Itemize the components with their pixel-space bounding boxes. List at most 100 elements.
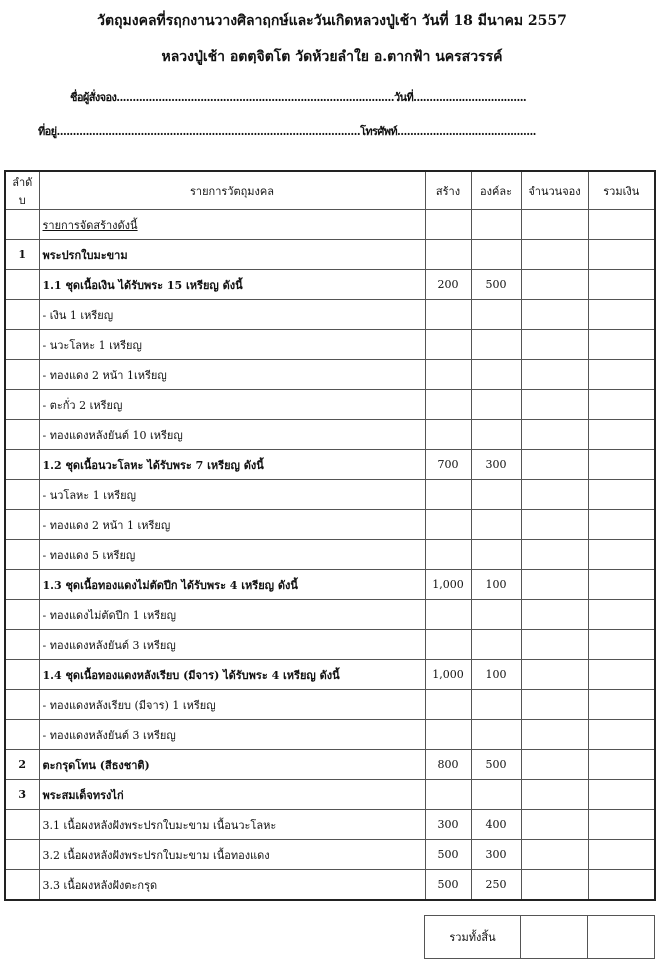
- order-table: ลำดับ รายการวัตถุมงคล สร้าง องค์ละ จำนวน…: [4, 170, 656, 901]
- row-quantity-cell[interactable]: [520, 659, 589, 690]
- row-quantity-cell[interactable]: [520, 329, 589, 360]
- row-quantity-cell[interactable]: [520, 749, 589, 780]
- row-item: - ทองแดง 5 เหรียญ: [38, 539, 426, 570]
- row-item: - ตะกั่ว 2 เหรียญ: [38, 389, 426, 420]
- row-amount-cell[interactable]: [587, 209, 656, 240]
- row-amount-cell[interactable]: [587, 329, 656, 360]
- table-row: รายการจัดสร้างดังนี้: [4, 209, 656, 240]
- row-quantity-cell[interactable]: [520, 269, 589, 300]
- row-quantity-cell[interactable]: [520, 839, 589, 870]
- row-number: [4, 359, 40, 390]
- row-number: [4, 719, 40, 750]
- row-quantity-cell[interactable]: [520, 419, 589, 450]
- row-amount-cell[interactable]: [587, 509, 656, 540]
- row-amount-cell[interactable]: [587, 239, 656, 270]
- row-quantity-cell[interactable]: [520, 719, 589, 750]
- row-quantity-cell[interactable]: [520, 479, 589, 510]
- row-amount-cell[interactable]: [587, 569, 656, 600]
- row-amount-cell[interactable]: [587, 389, 656, 420]
- col-header-no: ลำดับ: [4, 170, 40, 210]
- row-quantity-cell[interactable]: [520, 359, 589, 390]
- table-row: 1 พระปรกใบมะขาม: [4, 239, 656, 270]
- orderer-name-field[interactable]: ชื่อผู้สั่งจอง..........................…: [70, 91, 527, 104]
- row-amount-cell[interactable]: [587, 449, 656, 480]
- row-amount-cell[interactable]: [587, 629, 656, 660]
- row-number: [4, 659, 40, 690]
- row-quantity-cell[interactable]: [520, 599, 589, 630]
- row-amount-cell[interactable]: [587, 659, 656, 690]
- row-made: [424, 389, 472, 420]
- grand-total-amount-cell[interactable]: [587, 915, 655, 959]
- row-number: [4, 389, 40, 420]
- row-quantity-cell[interactable]: [520, 539, 589, 570]
- table-row: 3.2 เนื้อผงหลังฝังพระปรกใบมะขาม เนื้อทอง…: [4, 839, 656, 870]
- row-number: [4, 209, 40, 240]
- row-number: [4, 479, 40, 510]
- row-item: - ทองแดงหลังยันต์ 10 เหรียญ: [38, 419, 426, 450]
- row-amount-cell[interactable]: [587, 839, 656, 870]
- row-quantity-cell[interactable]: [520, 779, 589, 810]
- row-price: [470, 689, 522, 720]
- row-quantity-cell[interactable]: [520, 509, 589, 540]
- address-phone-field[interactable]: ที่อยู่.................................…: [38, 125, 537, 138]
- row-number: [4, 569, 40, 600]
- row-quantity-cell[interactable]: [520, 389, 589, 420]
- row-made: [424, 689, 472, 720]
- row-price: 400: [470, 809, 522, 840]
- row-made: [424, 419, 472, 450]
- row-amount-cell[interactable]: [587, 749, 656, 780]
- table-row: - ตะกั่ว 2 เหรียญ: [4, 389, 656, 420]
- col-header-total: รวมเงิน: [587, 170, 656, 210]
- table-row: 1.2 ชุดเนื้อนวะโลหะ ได้รับพระ 7 เหรียญ ด…: [4, 449, 656, 480]
- row-item: - ทองแดงหลังยันต์ 3 เหรียญ: [38, 629, 426, 660]
- row-amount-cell[interactable]: [587, 539, 656, 570]
- grand-total-label: รวมทั้งสิ้น: [424, 915, 521, 959]
- row-quantity-cell[interactable]: [520, 869, 589, 901]
- row-amount-cell[interactable]: [587, 689, 656, 720]
- row-quantity-cell[interactable]: [520, 449, 589, 480]
- row-price: 250: [470, 869, 522, 901]
- row-price: [470, 359, 522, 390]
- row-quantity-cell[interactable]: [520, 299, 589, 330]
- row-amount-cell[interactable]: [587, 479, 656, 510]
- row-quantity-cell[interactable]: [520, 239, 589, 270]
- table-row: - ทองแดงหลังเรียบ (มีจาร) 1 เหรียญ: [4, 689, 656, 720]
- row-made: 300: [424, 809, 472, 840]
- row-amount-cell[interactable]: [587, 809, 656, 840]
- row-price: [470, 779, 522, 810]
- row-item: รายการจัดสร้างดังนี้: [38, 209, 426, 240]
- row-amount-cell[interactable]: [587, 599, 656, 630]
- row-made: [424, 599, 472, 630]
- row-item: - เงิน 1 เหรียญ: [38, 299, 426, 330]
- row-quantity-cell[interactable]: [520, 209, 589, 240]
- row-price: [470, 509, 522, 540]
- row-price: [470, 329, 522, 360]
- grand-total-quantity-cell[interactable]: [520, 915, 588, 959]
- row-amount-cell[interactable]: [587, 779, 656, 810]
- row-price: [470, 299, 522, 330]
- row-amount-cell[interactable]: [587, 869, 656, 901]
- row-number: [4, 689, 40, 720]
- document-title: วัตถุมงคลที่รฤกงานวางศิลาฤกษ์และวันเกิดห…: [97, 13, 567, 29]
- col-header-price: องค์ละ: [470, 170, 522, 210]
- row-quantity-cell[interactable]: [520, 809, 589, 840]
- row-amount-cell[interactable]: [587, 719, 656, 750]
- row-amount-cell[interactable]: [587, 359, 656, 390]
- row-quantity-cell[interactable]: [520, 569, 589, 600]
- row-quantity-cell[interactable]: [520, 689, 589, 720]
- row-price: 300: [470, 839, 522, 870]
- row-quantity-cell[interactable]: [520, 629, 589, 660]
- row-made: 200: [424, 269, 472, 300]
- row-amount-cell[interactable]: [587, 299, 656, 330]
- row-made: [424, 479, 472, 510]
- row-item: - ทองแดง 2 หน้า 1เหรียญ: [38, 359, 426, 390]
- row-made: 700: [424, 449, 472, 480]
- table-row: - ทองแดง 5 เหรียญ: [4, 539, 656, 570]
- row-amount-cell[interactable]: [587, 419, 656, 450]
- row-amount-cell[interactable]: [587, 269, 656, 300]
- row-made: [424, 239, 472, 270]
- row-number: [4, 269, 40, 300]
- row-price: [470, 719, 522, 750]
- row-item: - ทองแดงหลังเรียบ (มีจาร) 1 เหรียญ: [38, 689, 426, 720]
- row-number: 1: [4, 239, 40, 270]
